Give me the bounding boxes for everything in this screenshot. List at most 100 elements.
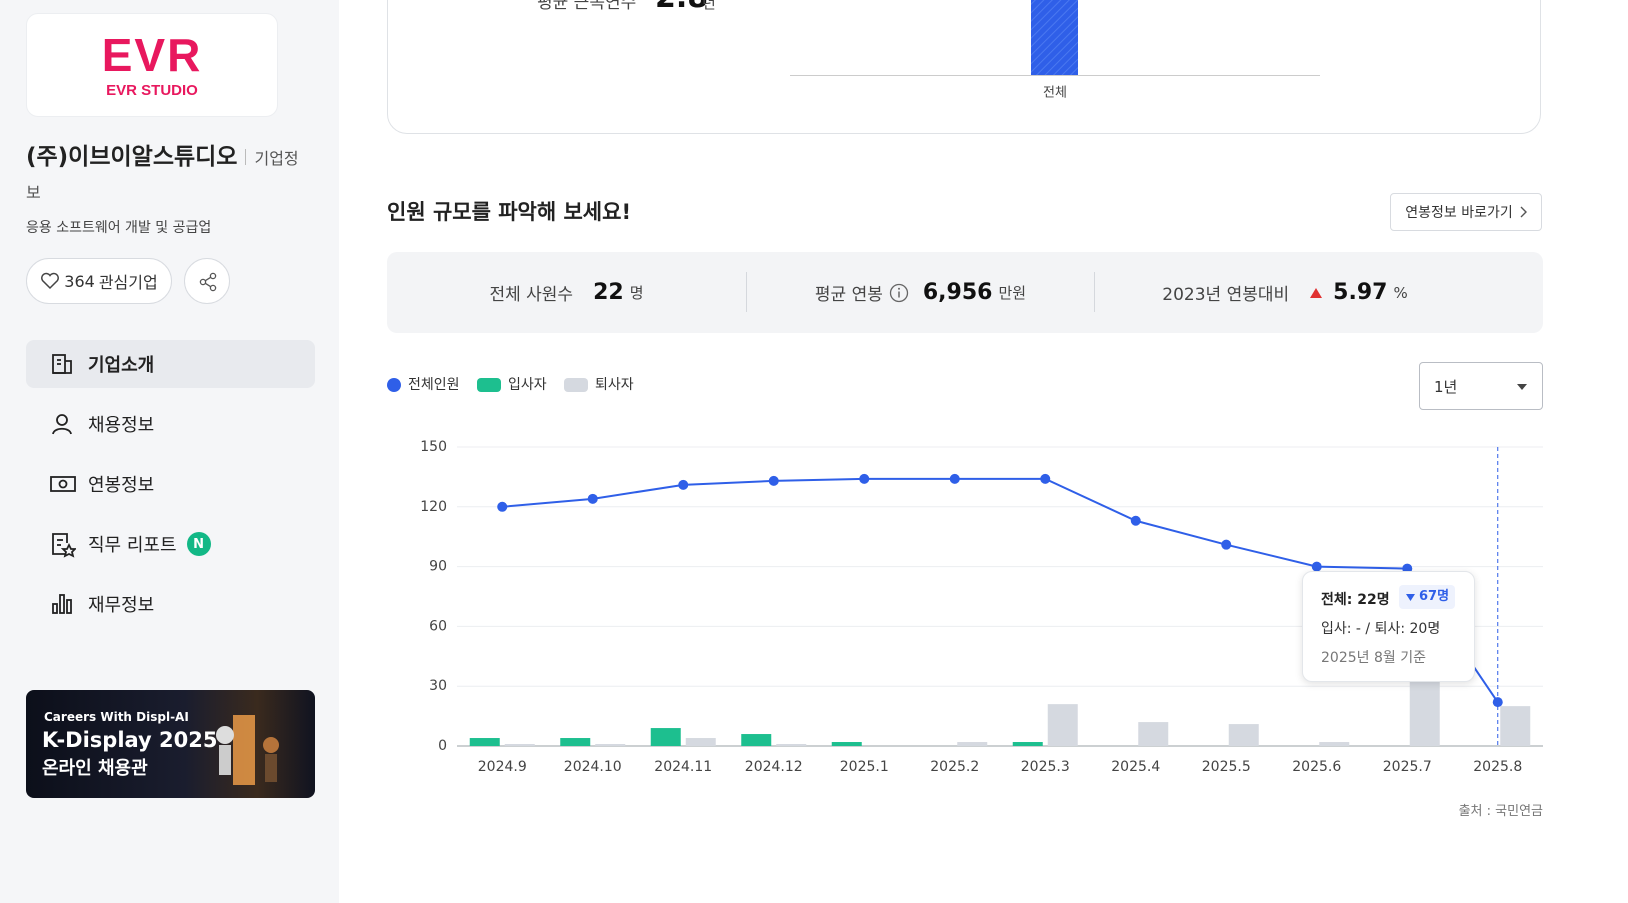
stat-unit: % bbox=[1393, 283, 1408, 302]
menu-icon bbox=[52, 533, 76, 558]
x-tick-label: 2025.6 bbox=[1292, 759, 1341, 775]
period-select[interactable]: 1년 bbox=[1419, 362, 1543, 410]
bar bbox=[504, 744, 535, 746]
divider bbox=[1094, 272, 1095, 312]
x-tick-label: 2025.7 bbox=[1383, 759, 1432, 775]
x-tick-label: 2025.4 bbox=[1111, 759, 1160, 775]
company-info-link[interactable]: 기업정보 bbox=[26, 149, 299, 202]
period-label: 1년 bbox=[1434, 377, 1458, 396]
menu-label: 기업소개 bbox=[88, 355, 155, 376]
line bbox=[502, 477, 1499, 703]
menu-icon bbox=[52, 594, 72, 614]
legend-label: 입사자 bbox=[508, 377, 547, 393]
bar bbox=[560, 738, 591, 746]
bar bbox=[831, 742, 862, 746]
tenure-chart: 전체 bbox=[790, 0, 1320, 101]
stat-value: 22 bbox=[593, 280, 624, 305]
banner[interactable]: Careers With Displ-AI K-Display 2025 온라인… bbox=[26, 690, 315, 798]
follow-label: 관심기업 bbox=[98, 273, 158, 292]
point bbox=[1311, 561, 1322, 572]
bar bbox=[1047, 704, 1078, 746]
menu-label: 직무 리포트 bbox=[88, 535, 177, 556]
bar bbox=[741, 734, 772, 746]
x-tick-label: 2024.10 bbox=[564, 759, 622, 775]
menu-item[interactable]: 연봉정보 bbox=[26, 460, 315, 508]
tenure-card bbox=[387, 0, 1541, 134]
y-tick-label: 120 bbox=[420, 499, 447, 515]
down-arrow bbox=[1406, 594, 1415, 601]
stat-label: 2023년 연봉대비 bbox=[1162, 285, 1290, 305]
tenure-bar bbox=[1031, 0, 1078, 75]
up-arrow bbox=[1310, 287, 1323, 298]
menu-icon bbox=[52, 354, 72, 374]
industry: 응용 소프트웨어 개발 및 공급업 bbox=[26, 220, 212, 236]
menu-item[interactable]: 재무정보 bbox=[26, 580, 315, 628]
logo: EVR EVR STUDIO bbox=[26, 13, 278, 117]
x-tick-label: 2025.2 bbox=[930, 759, 979, 775]
share-button[interactable] bbox=[184, 258, 230, 304]
point bbox=[1130, 515, 1141, 526]
point bbox=[678, 479, 689, 490]
bar bbox=[1409, 676, 1440, 746]
sidebar: EVR EVR STUDIO (주)이브이알스튜디오 기업정보 응용 소프트웨어 … bbox=[0, 0, 339, 903]
bar bbox=[650, 728, 681, 746]
salary-link[interactable]: 연봉정보 바로가기 bbox=[1390, 193, 1542, 231]
tenure-value: 2.8 bbox=[655, 0, 708, 15]
point bbox=[587, 493, 598, 504]
stat-value: 5.97 bbox=[1333, 280, 1388, 305]
tooltip-change: 67명 bbox=[1399, 585, 1456, 609]
x-tick-label: 2025.1 bbox=[840, 759, 889, 775]
menu-item[interactable]: 채용정보 bbox=[26, 400, 315, 448]
banner-kicker: Careers With Displ-AI bbox=[44, 710, 189, 724]
bar bbox=[1012, 742, 1043, 746]
point bbox=[1221, 539, 1232, 550]
legend-swatch bbox=[564, 378, 588, 392]
headcount-chart: 0 30 60 90 120 150 전체인원 입사자 퇴사자 2024.9 2024.10 2024… bbox=[387, 377, 1543, 775]
divider bbox=[746, 272, 747, 312]
company-name: (주)이브이알스튜디오 bbox=[26, 144, 238, 170]
point bbox=[949, 473, 960, 484]
point bbox=[1040, 473, 1051, 484]
bar bbox=[1319, 742, 1350, 746]
tenure-label: 평균 근속연수 bbox=[537, 0, 637, 13]
point bbox=[1492, 697, 1503, 708]
banner-subtitle: 온라인 채용관 bbox=[42, 758, 148, 779]
bar bbox=[1138, 722, 1169, 746]
dropdown-arrow bbox=[1517, 384, 1527, 390]
menu-item[interactable]: 직무 리포트 N bbox=[26, 520, 315, 568]
tenure-unit: 년 bbox=[702, 0, 716, 12]
info-icon[interactable] bbox=[889, 283, 909, 303]
bar bbox=[469, 738, 500, 746]
menu-icon bbox=[52, 414, 72, 435]
y-tick-label: 60 bbox=[429, 618, 447, 634]
menu-item[interactable]: 기업소개 bbox=[26, 340, 315, 388]
tooltip-total: 전체: 22명 bbox=[1321, 592, 1390, 608]
point bbox=[768, 475, 779, 486]
heart-icon bbox=[41, 272, 60, 290]
salary-link-label: 연봉정보 바로가기 bbox=[1405, 205, 1513, 221]
point bbox=[497, 501, 508, 512]
y-tick-label: 150 bbox=[420, 439, 447, 455]
y-tick-label: 90 bbox=[429, 559, 447, 575]
banner-art bbox=[216, 715, 279, 785]
menu-label: 재무정보 bbox=[88, 595, 155, 616]
stat: 전체 사원수 22 명 bbox=[387, 252, 746, 333]
x-tick-label: 2025.3 bbox=[1021, 759, 1070, 775]
stat-label: 평균 연봉 bbox=[814, 285, 883, 305]
logo-text: EVR STUDIO bbox=[106, 82, 198, 99]
section-title: 인원 규모를 파악해 보세요! bbox=[387, 200, 632, 224]
x-tick-label: 2024.11 bbox=[654, 759, 712, 775]
legend-label: 퇴사자 bbox=[595, 377, 634, 393]
share-icon bbox=[199, 272, 217, 292]
bar bbox=[957, 742, 988, 746]
follow-button[interactable]: 364 관심기업 bbox=[26, 258, 172, 304]
company-header: (주)이브이알스튜디오 기업정보 bbox=[26, 140, 311, 210]
legend-swatch bbox=[477, 378, 501, 392]
y-tick-label: 30 bbox=[429, 678, 447, 694]
point bbox=[859, 473, 870, 484]
separator bbox=[245, 149, 247, 165]
tooltip: 전체: 22명 67명 입사: - / 퇴사: 20명 2025년 8월 기준 bbox=[1302, 571, 1475, 682]
legend-label: 전체인원 bbox=[408, 377, 460, 393]
